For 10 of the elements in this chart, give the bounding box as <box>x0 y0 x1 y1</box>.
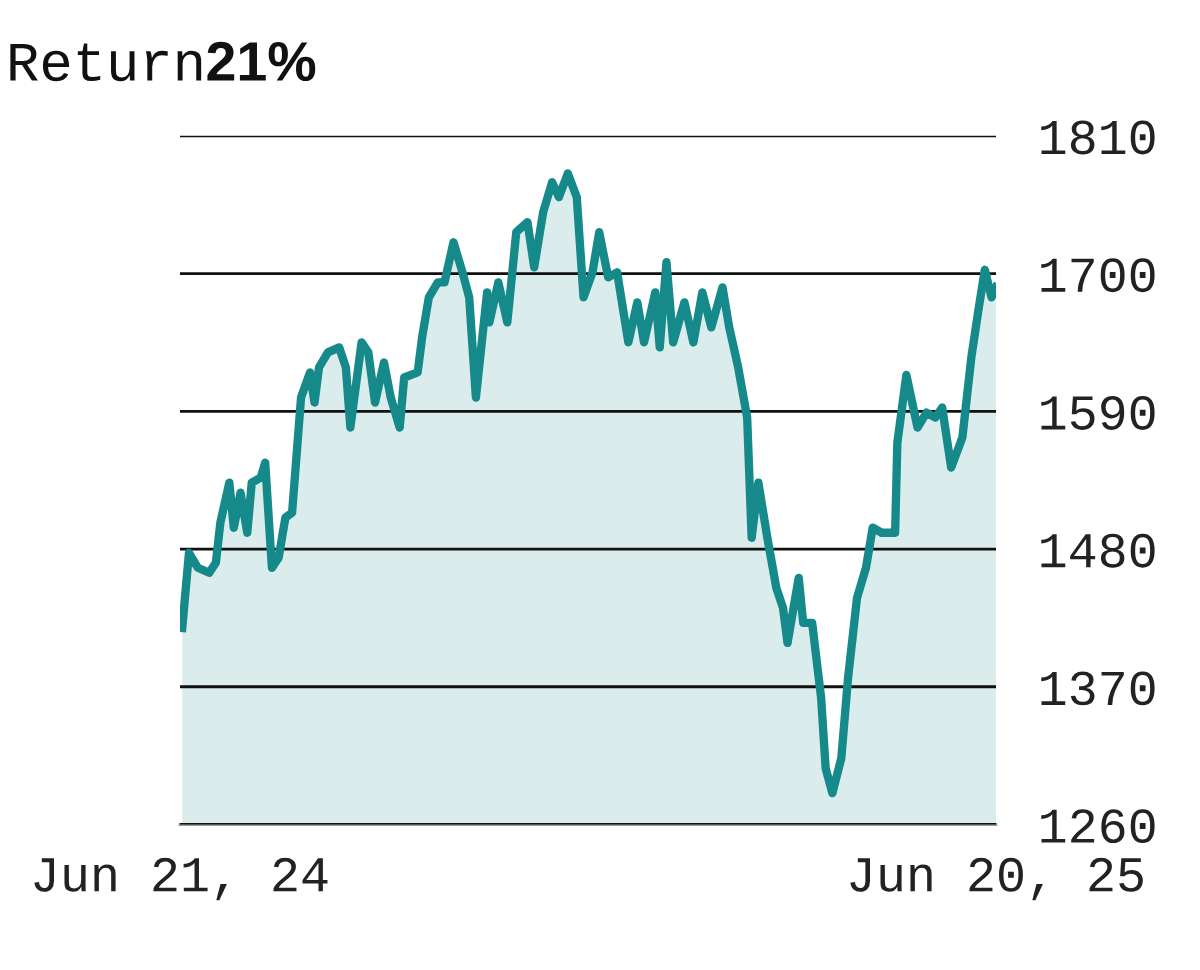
y-tick-label: 1590 <box>1041 395 1155 430</box>
y-tick-label: 1810 <box>1041 120 1155 155</box>
y-tick-label: 1370 <box>1041 671 1155 706</box>
chart-title: Return <box>10 43 202 82</box>
y-tick-label: 1260 <box>1041 809 1155 844</box>
x-tick-label: Jun 21, 24 <box>34 857 328 901</box>
x-tick-label: Jun 20, 25 <box>850 857 1143 901</box>
chart-subtitle: 21% <box>207 41 316 82</box>
y-tick-label: 1480 <box>1041 533 1155 568</box>
y-tick-label: 1700 <box>1041 258 1155 293</box>
